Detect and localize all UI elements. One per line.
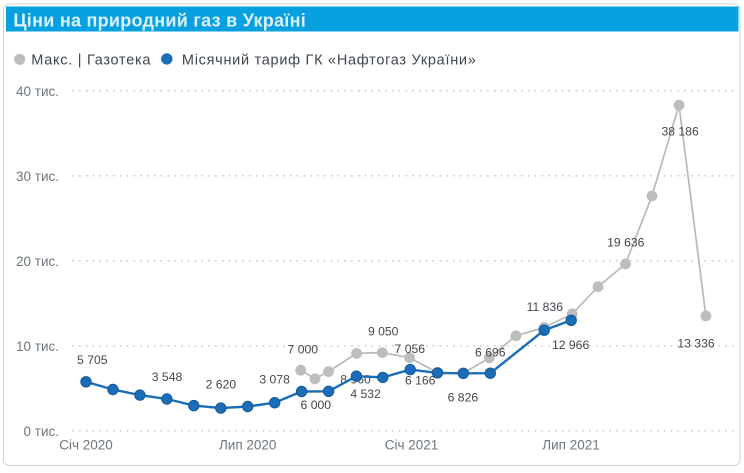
svg-text:Лип 2020: Лип 2020 bbox=[219, 438, 277, 453]
svg-text:19 636: 19 636 bbox=[607, 235, 644, 249]
svg-text:Ціни на природний газ в Україн: Ціни на природний газ в Україні bbox=[13, 10, 306, 30]
svg-text:Січ 2021: Січ 2021 bbox=[385, 438, 439, 453]
svg-text:Січ 2020: Січ 2020 bbox=[59, 438, 113, 453]
svg-text:6 826: 6 826 bbox=[448, 391, 479, 405]
svg-text:3 078: 3 078 bbox=[259, 373, 290, 387]
svg-text:40 тис.: 40 тис. bbox=[16, 84, 59, 99]
svg-text:2 620: 2 620 bbox=[206, 378, 237, 392]
svg-text:6 000: 6 000 bbox=[301, 398, 332, 412]
svg-text:Лип 2021: Лип 2021 bbox=[542, 438, 600, 453]
svg-text:7 056: 7 056 bbox=[395, 342, 426, 356]
svg-text:13 336: 13 336 bbox=[677, 336, 714, 350]
svg-text:7 000: 7 000 bbox=[288, 342, 319, 356]
svg-text:6 166: 6 166 bbox=[405, 374, 436, 388]
svg-text:11 836: 11 836 bbox=[527, 300, 564, 314]
svg-text:0 тис.: 0 тис. bbox=[24, 424, 59, 439]
svg-text:5 705: 5 705 bbox=[77, 353, 108, 367]
svg-text:38 186: 38 186 bbox=[661, 124, 698, 138]
svg-text:3 548: 3 548 bbox=[152, 370, 183, 384]
svg-text:Місячний тариф ГК «Нафтогаз Ук: Місячний тариф ГК «Нафтогаз України» bbox=[182, 53, 477, 69]
svg-text:10 тис.: 10 тис. bbox=[16, 339, 59, 354]
svg-text:30 тис.: 30 тис. bbox=[16, 169, 59, 184]
svg-text:20 тис.: 20 тис. bbox=[16, 254, 59, 269]
svg-text:6 696: 6 696 bbox=[475, 346, 506, 360]
svg-text:4 532: 4 532 bbox=[350, 387, 381, 401]
svg-text:Макс. | Газотека: Макс. | Газотека bbox=[31, 53, 151, 69]
svg-text:12 966: 12 966 bbox=[552, 338, 589, 352]
svg-text:9 050: 9 050 bbox=[368, 324, 399, 338]
